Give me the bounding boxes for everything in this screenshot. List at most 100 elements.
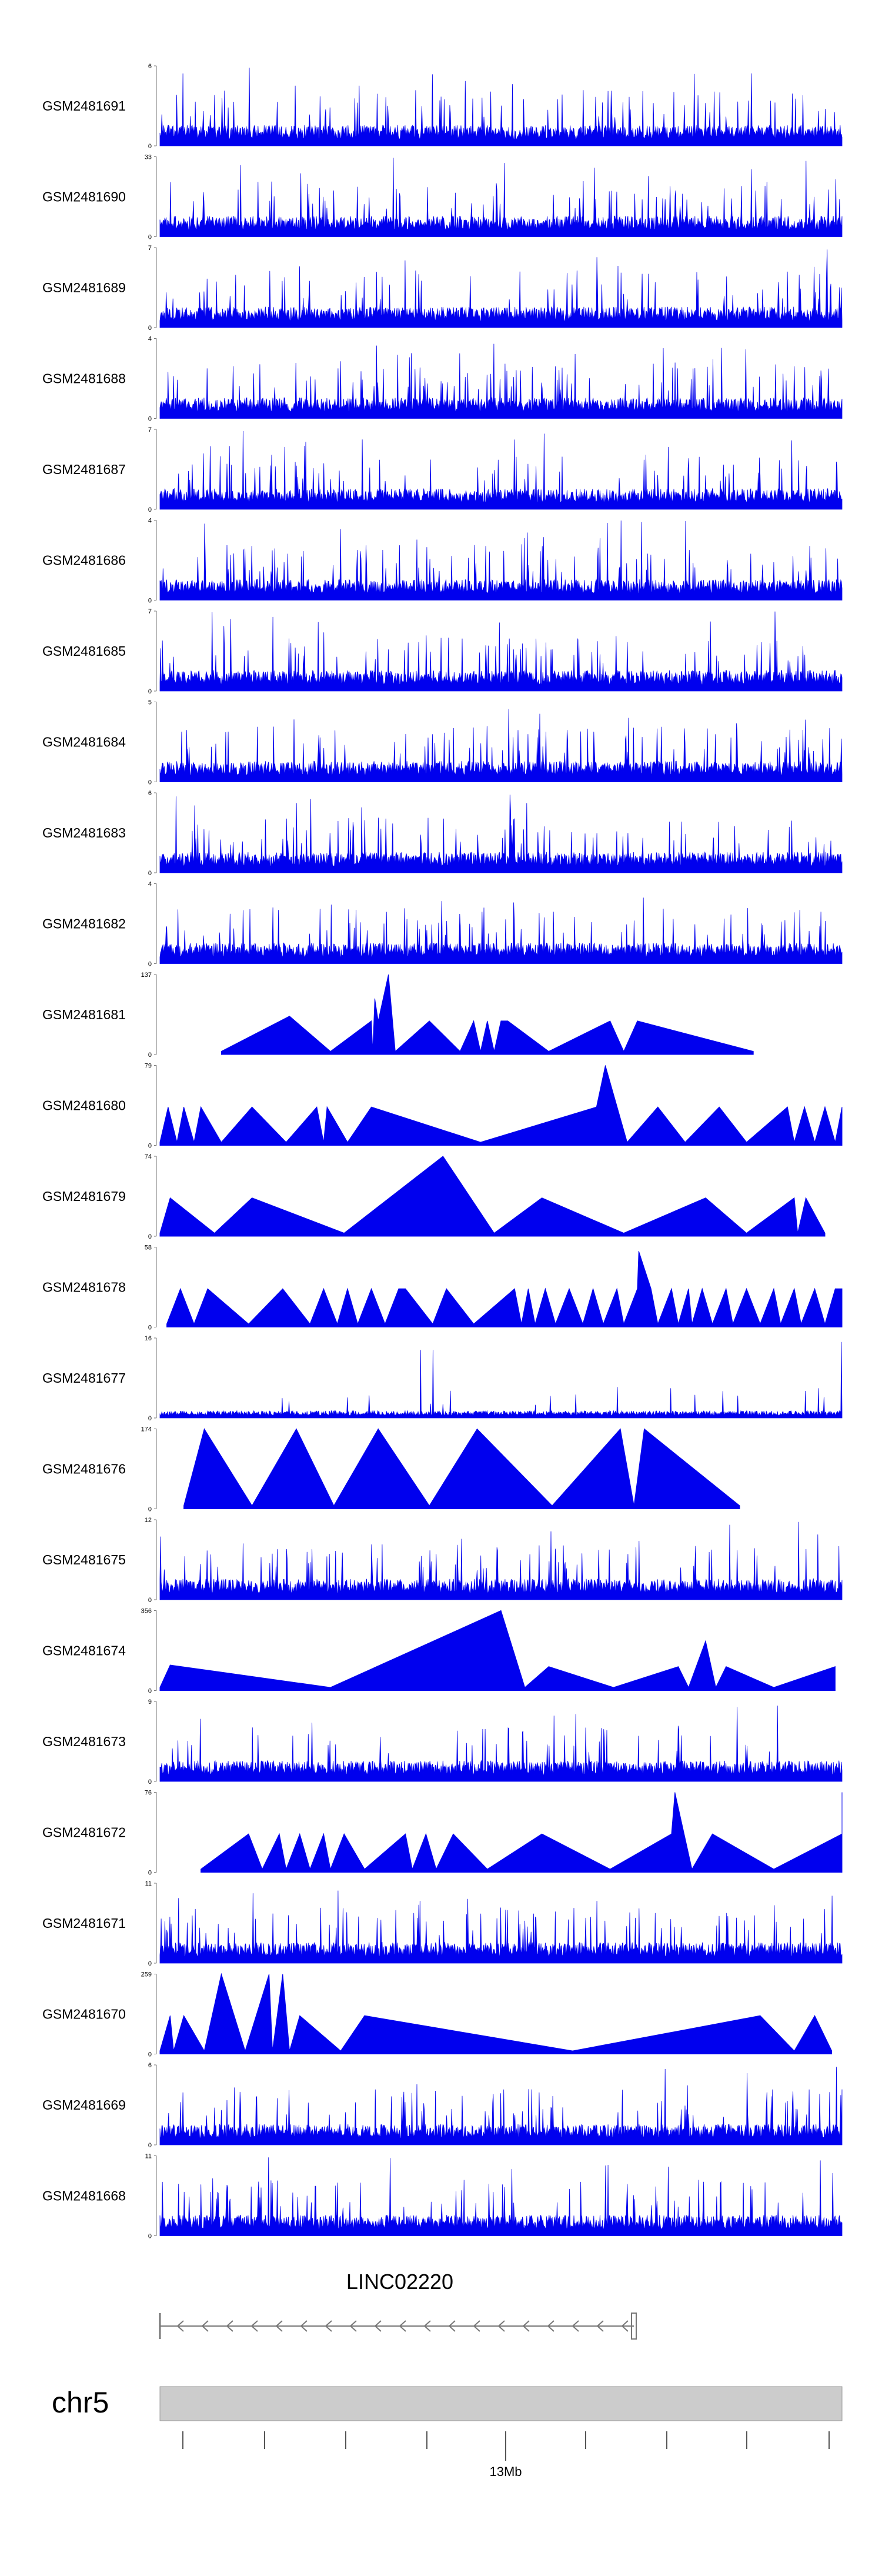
track-label: GSM2481683 [42, 825, 126, 840]
track: GSM2481668 11 0 [42, 2153, 843, 2240]
track-label: GSM2481668 [42, 2188, 126, 2204]
track: GSM2481677 16 0 [42, 1335, 843, 1422]
track: GSM2481676 174 0 [42, 1426, 740, 1513]
track-label: GSM2481669 [42, 2097, 126, 2113]
y-max-label: 137 [141, 972, 152, 979]
gene-model [159, 2313, 637, 2340]
strand-arrow [226, 2320, 233, 2332]
y-zero-label: 0 [148, 1778, 152, 1786]
y-max-label: 16 [145, 1335, 152, 1342]
signal-area [159, 795, 843, 873]
y-zero-label: 0 [148, 1143, 152, 1150]
y-zero-label: 0 [148, 1688, 152, 1695]
signal-area [159, 1706, 843, 1782]
signal-area [159, 1890, 843, 1964]
y-zero-label: 0 [148, 1324, 152, 1332]
track: GSM2481682 4 0 [42, 881, 843, 968]
y-max-label: 7 [148, 426, 152, 433]
chromosome-band [159, 2386, 843, 2421]
signal-area [159, 431, 843, 510]
strand-arrow [497, 2320, 505, 2332]
signal-area [159, 343, 843, 419]
track-label: GSM2481671 [42, 1916, 126, 1931]
track: GSM2481679 74 0 [42, 1153, 826, 1240]
strand-arrow [596, 2320, 604, 2332]
strand-arrow [621, 2320, 629, 2332]
strand-arrow [448, 2320, 456, 2332]
track: GSM2481683 6 0 [42, 790, 843, 877]
y-zero-label: 0 [148, 416, 152, 423]
track-label: GSM2481670 [42, 2007, 126, 2022]
y-max-label: 11 [145, 1880, 152, 1887]
strand-arrow [250, 2320, 258, 2332]
signal-area [159, 1065, 843, 1146]
y-max-label: 356 [141, 1608, 152, 1615]
track: GSM2481669 6 0 [42, 2062, 843, 2149]
track-label: GSM2481672 [42, 1825, 126, 1840]
y-zero-label: 0 [148, 779, 152, 786]
y-zero-label: 0 [148, 143, 152, 150]
track-label: GSM2481682 [42, 916, 126, 932]
y-max-label: 79 [145, 1063, 152, 1070]
track: GSM2481690 33 0 [42, 154, 843, 241]
strand-arrow [547, 2320, 554, 2332]
signal-area [159, 2157, 843, 2236]
y-zero-label: 0 [148, 2051, 152, 2058]
track-label: GSM2481676 [42, 1461, 126, 1477]
track-label: GSM2481680 [42, 1098, 126, 1113]
y-max-label: 6 [148, 790, 152, 797]
signal-area [183, 1428, 740, 1509]
y-zero-label: 0 [148, 1233, 152, 1240]
track: GSM2481684 5 0 [42, 699, 843, 786]
signal-area [166, 1251, 843, 1327]
signal-area [159, 611, 843, 692]
chromosome-label: chr5 [52, 2386, 109, 2419]
signal-area [159, 1156, 826, 1237]
track: GSM2481671 11 0 [42, 1880, 843, 1967]
strand-arrow [423, 2320, 431, 2332]
track-label: GSM2481688 [42, 371, 126, 386]
y-zero-label: 0 [148, 1506, 152, 1513]
y-zero-label: 0 [148, 1870, 152, 1877]
y-max-label: 174 [141, 1426, 152, 1433]
y-max-label: 11 [145, 2153, 152, 2160]
track: GSM2481686 4 0 [42, 518, 843, 605]
gene-exon [631, 2313, 637, 2340]
signal-area [159, 1342, 843, 1419]
y-max-label: 33 [145, 154, 152, 161]
y-max-label: 4 [148, 881, 152, 888]
track: GSM2481680 79 0 [42, 1063, 843, 1150]
track-label: GSM2481674 [42, 1643, 126, 1659]
gene-label: LINC02220 [346, 2270, 453, 2294]
y-max-label: 6 [148, 63, 152, 70]
y-max-label: 9 [148, 1699, 152, 1706]
y-zero-label: 0 [148, 234, 152, 241]
track-label: GSM2481684 [42, 735, 126, 750]
track-label: GSM2481673 [42, 1734, 126, 1749]
strand-arrow [349, 2320, 357, 2332]
signal-area [159, 1521, 843, 1600]
strand-arrow [176, 2320, 184, 2332]
signal-area [159, 897, 843, 964]
track: GSM2481687 7 0 [42, 426, 843, 513]
track: GSM2481688 4 0 [42, 336, 843, 423]
strand-arrow [275, 2320, 283, 2332]
track: GSM2481681 137 0 [42, 972, 754, 1059]
strand-arrow [300, 2320, 308, 2332]
axis-tick-label: 13Mb [489, 2464, 522, 2479]
track-label: GSM2481678 [42, 1280, 126, 1295]
strand-arrow [473, 2320, 480, 2332]
strand-arrow [374, 2320, 382, 2332]
signal-area [159, 158, 843, 237]
y-zero-label: 0 [148, 506, 152, 513]
y-zero-label: 0 [148, 2233, 152, 2240]
track: GSM2481689 7 0 [42, 245, 843, 332]
genome-axis [182, 2431, 830, 2461]
track-label: GSM2481679 [42, 1189, 126, 1204]
track: GSM2481691 6 0 [42, 63, 843, 150]
y-zero-label: 0 [148, 325, 152, 332]
y-max-label: 4 [148, 518, 152, 525]
y-max-label: 7 [148, 608, 152, 615]
track-label: GSM2481677 [42, 1370, 126, 1386]
y-max-label: 6 [148, 2062, 152, 2069]
